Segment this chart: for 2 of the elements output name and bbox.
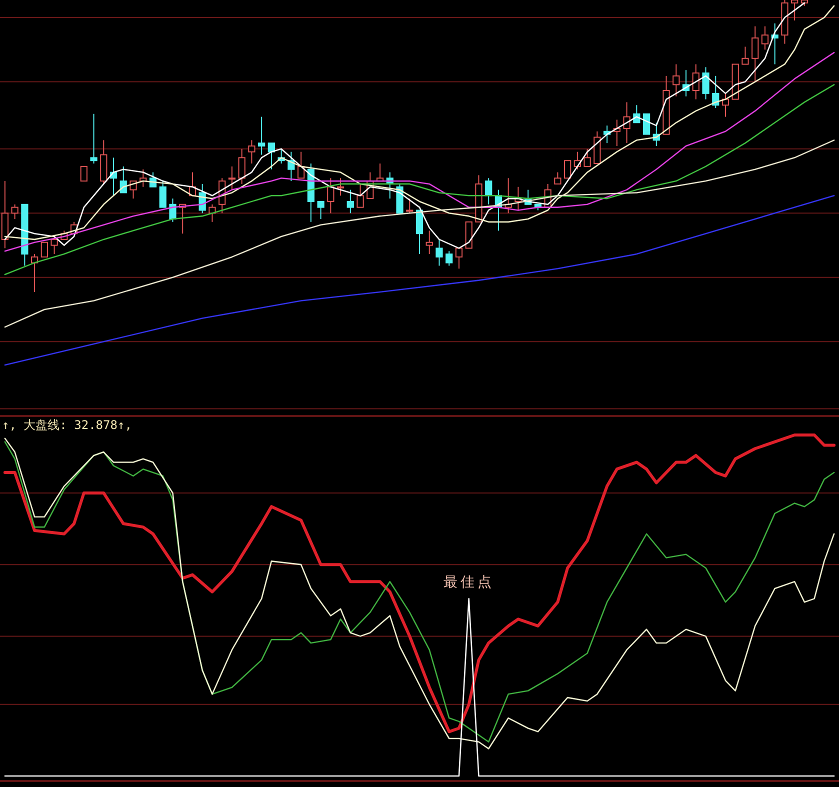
- text: ↑, 大盘线: 32.878↑,: [2, 418, 132, 432]
- annotation: 最佳点: [443, 574, 494, 591]
